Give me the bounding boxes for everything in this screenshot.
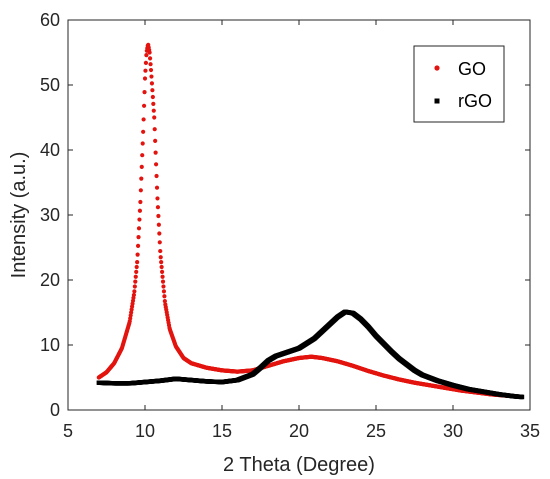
data-point-go [155, 205, 161, 210]
data-point-go [157, 240, 162, 245]
data-point-go [133, 279, 138, 284]
data-point-go [135, 252, 140, 257]
data-point-go [138, 199, 143, 205]
data-point-go [158, 255, 163, 260]
x-tick-label: 10 [135, 421, 155, 441]
legend: GO rGO [413, 45, 505, 123]
data-point-go [143, 68, 148, 73]
data-point-go [135, 243, 141, 248]
data-point-go [153, 162, 159, 167]
data-point-go [144, 53, 149, 58]
data-point-go [132, 284, 137, 289]
legend-marker-go [434, 65, 440, 71]
data-point-go [141, 103, 147, 108]
data-point-go [137, 208, 143, 213]
data-point-go [149, 81, 155, 86]
legend-label-go: GO [458, 59, 486, 79]
data-point-go [151, 101, 156, 106]
y-tick-label: 0 [50, 400, 60, 420]
data-point-go [142, 76, 148, 81]
data-point-go [153, 138, 158, 143]
data-point-go [156, 213, 161, 219]
data-point-go [148, 67, 154, 73]
data-point-go [154, 173, 159, 179]
data-point-go [132, 289, 137, 294]
data-point-go [134, 269, 139, 274]
y-tick-label: 60 [40, 10, 60, 30]
data-point-go [139, 164, 144, 169]
y-tick-label: 40 [40, 140, 60, 160]
x-tick-label: 30 [443, 421, 463, 441]
y-tick-label: 50 [40, 75, 60, 95]
x-tick-label: 25 [366, 421, 386, 441]
legend-marker-rgo [434, 98, 440, 104]
data-point-go [134, 264, 139, 270]
data-point-go [152, 115, 157, 120]
data-point-go [161, 289, 167, 294]
data-point-go [136, 235, 141, 240]
data-point-go [150, 88, 155, 93]
x-tick-label: 15 [212, 421, 232, 441]
data-point-go [133, 274, 138, 279]
series-rgo [96, 309, 525, 400]
data-point-go [152, 127, 157, 132]
data-point-go [140, 141, 145, 146]
data-point-go [158, 248, 163, 254]
data-layer [96, 42, 525, 400]
data-point-go [139, 176, 144, 181]
y-axis-label: Intensity (a.u.) [8, 152, 30, 279]
data-point-go [160, 274, 165, 279]
legend-box [413, 45, 505, 123]
data-point-go [150, 94, 155, 100]
data-point-go [156, 222, 161, 227]
data-point-go [154, 185, 160, 190]
data-point-rgo [519, 394, 525, 400]
data-point-go [159, 264, 164, 270]
y-tick-label: 30 [40, 205, 60, 225]
data-point-go [155, 196, 160, 201]
x-tick-label: 5 [63, 421, 73, 441]
data-point-go [160, 279, 166, 284]
data-point-go [137, 217, 142, 222]
data-point-go [135, 260, 140, 265]
data-point-go [143, 60, 149, 65]
data-point-go [162, 294, 167, 299]
legend-label-rgo: rGO [458, 91, 492, 111]
data-point-go [157, 231, 162, 236]
data-point-go [159, 260, 164, 265]
data-point-go [131, 292, 137, 298]
data-point-go [138, 188, 143, 193]
data-point-go [149, 74, 154, 79]
y-tick-label: 10 [40, 335, 60, 355]
data-point-go [142, 90, 147, 95]
x-tick-label: 35 [520, 421, 540, 441]
data-point-go [153, 150, 158, 155]
ticks-layer: 5 10 15 20 25 30 35 0 10 20 30 40 50 60 [40, 10, 540, 441]
data-point-go [147, 50, 152, 55]
data-point-go [162, 299, 167, 304]
data-point-go [151, 108, 156, 113]
data-point-go [148, 62, 153, 67]
data-point-go [136, 226, 142, 231]
data-point-go [147, 56, 153, 61]
data-point-go [159, 269, 165, 274]
y-tick-label: 20 [40, 270, 60, 290]
data-point-go [140, 153, 145, 158]
x-axis-label: 2 Theta (Degree) [223, 454, 375, 476]
x-tick-label: 20 [289, 421, 309, 441]
data-point-go [161, 284, 166, 289]
data-point-go [141, 129, 146, 134]
data-point-go [141, 117, 146, 122]
